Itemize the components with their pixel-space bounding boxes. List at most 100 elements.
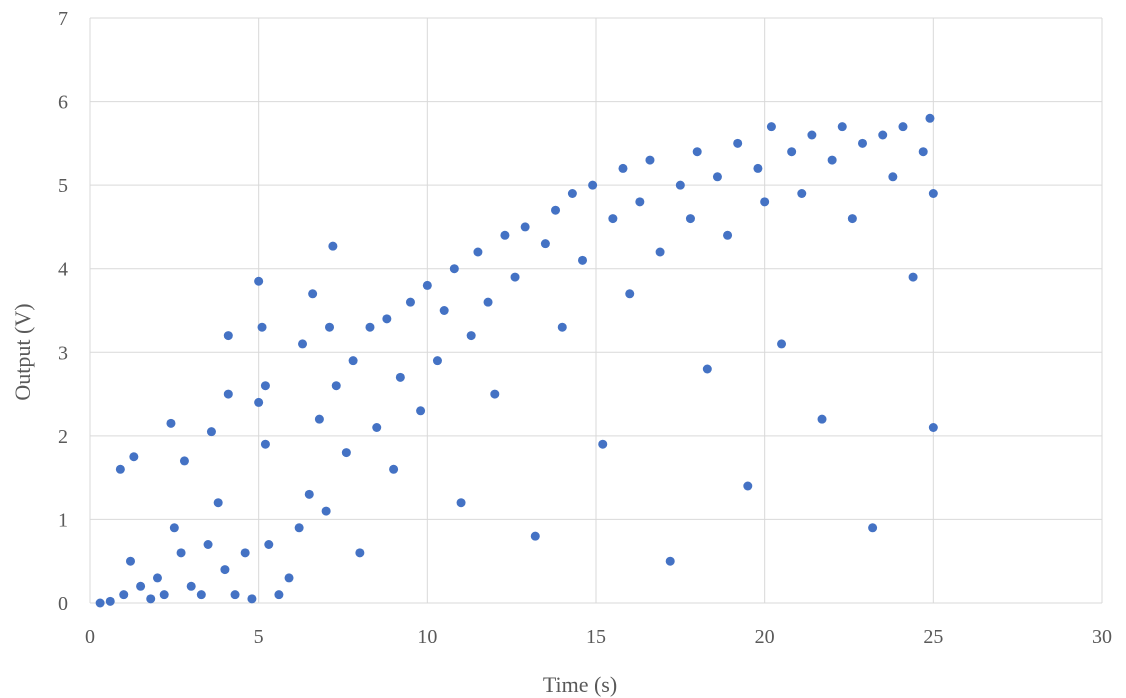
y-tick-label: 0 (58, 593, 68, 615)
y-tick-label: 4 (58, 259, 68, 281)
data-point (203, 540, 213, 549)
data-point (257, 322, 267, 332)
data-point (206, 427, 216, 437)
data-point (766, 122, 776, 132)
data-point (196, 590, 206, 600)
data-point (308, 289, 318, 299)
data-point (395, 372, 405, 382)
data-point (645, 155, 655, 165)
data-point (490, 389, 500, 399)
data-point (422, 280, 432, 290)
data-point (95, 598, 105, 608)
x-tick-label: 5 (254, 626, 264, 648)
data-point (304, 489, 314, 499)
data-point (247, 594, 257, 604)
data-point (733, 138, 743, 148)
data-point (260, 381, 270, 391)
data-point (567, 189, 577, 198)
data-point (578, 255, 588, 265)
data-point (878, 130, 888, 140)
data-point (908, 272, 918, 282)
data-point (787, 147, 797, 157)
data-point (125, 556, 135, 566)
y-tick-label: 6 (58, 92, 68, 114)
data-point (166, 418, 176, 428)
data-point (230, 590, 240, 600)
data-point (284, 573, 294, 583)
y-tick-label: 1 (58, 509, 68, 531)
y-axis-title: Output (V) (10, 303, 35, 400)
y-tick-labels: 0 1 2 3 4 5 6 7 (58, 8, 68, 615)
data-point (588, 180, 598, 190)
grid (89, 17, 1103, 604)
data-point (325, 322, 335, 332)
data-point (685, 214, 695, 224)
data-point (274, 590, 284, 600)
data-point (439, 306, 449, 315)
data-point (675, 180, 685, 190)
data-point (918, 147, 928, 157)
data-point (777, 339, 787, 349)
data-point (665, 556, 675, 566)
y-tick-label: 7 (58, 8, 68, 30)
data-point (136, 581, 146, 591)
data-point (321, 506, 331, 516)
data-point (389, 464, 399, 474)
data-point (847, 214, 857, 224)
data-point (692, 147, 702, 157)
data-point (186, 581, 196, 591)
data-point (888, 172, 898, 182)
data-point (314, 414, 324, 424)
data-point (483, 297, 493, 307)
y-tick-label: 3 (58, 342, 68, 364)
data-point (827, 155, 837, 165)
data-point (119, 590, 129, 600)
data-point (152, 573, 162, 583)
data-point (712, 172, 722, 182)
data-point (348, 356, 358, 366)
data-point (432, 356, 442, 366)
data-point (449, 264, 459, 274)
data-point (264, 540, 274, 549)
data-point (868, 523, 878, 533)
data-point (551, 205, 561, 215)
data-point (105, 596, 115, 606)
data-point (598, 439, 608, 449)
data-point (753, 163, 763, 173)
data-point (473, 247, 483, 257)
x-tick-labels: 0 5 10 15 20 25 30 (85, 626, 1112, 648)
data-point (608, 214, 618, 224)
data-point (176, 548, 186, 558)
data-point (898, 122, 908, 132)
x-tick-label: 20 (755, 626, 775, 648)
data-point (240, 548, 250, 558)
data-point (365, 322, 375, 332)
data-point (146, 594, 156, 604)
data-point (655, 247, 665, 257)
x-axis-title: Time (s) (543, 672, 617, 697)
data-point (213, 498, 223, 508)
data-point (115, 464, 125, 474)
data-point (530, 531, 540, 541)
data-point (618, 163, 628, 173)
data-point (723, 230, 733, 240)
x-tick-label: 15 (586, 626, 606, 648)
data-point (220, 565, 230, 575)
data-point (416, 406, 426, 416)
data-point (837, 122, 847, 132)
x-tick-label: 30 (1092, 626, 1112, 648)
data-point (382, 314, 392, 324)
data-point (928, 189, 938, 198)
data-point (328, 241, 338, 251)
x-tick-label: 0 (85, 626, 95, 648)
data-point (159, 590, 169, 600)
data-point (702, 364, 712, 374)
data-point (169, 523, 179, 533)
data-point (817, 414, 827, 424)
data-point (540, 239, 550, 249)
data-point (223, 331, 233, 341)
data-point (260, 439, 270, 449)
data-point (254, 397, 264, 407)
data-point (760, 197, 770, 207)
